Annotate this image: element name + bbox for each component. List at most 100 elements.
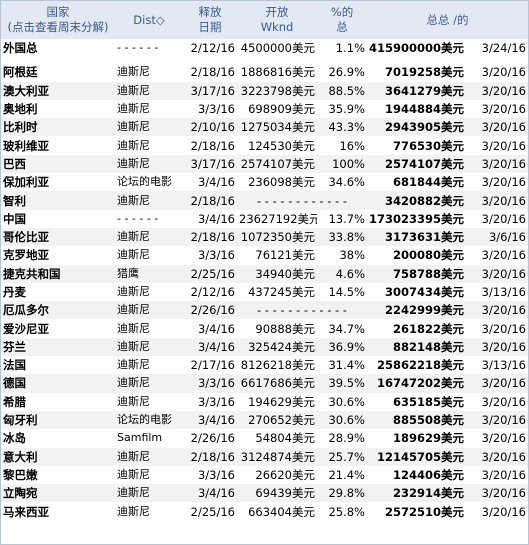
cell: 迪斯尼 — [115, 227, 183, 247]
cell: 2/25/16 — [183, 264, 237, 283]
cell: 2572510美元 — [384, 504, 464, 519]
country-link[interactable]: 爱沙尼亚 — [3, 321, 49, 336]
country-link[interactable]: 外国总 — [3, 41, 38, 56]
cell: 3/4/16 — [197, 321, 235, 336]
cell: 2/18/16 — [183, 447, 237, 466]
cell: 迪斯尼 — [115, 374, 183, 393]
cell: 69439美元 — [237, 484, 317, 503]
cell: 迪斯尼 — [115, 118, 183, 137]
header-cell[interactable]: 国家 (点击查看周末分解) — [1, 1, 115, 39]
header-text: %的 — [330, 5, 354, 19]
cell: 迪斯尼 — [117, 102, 150, 116]
country-link[interactable]: 立陶宛 — [1, 484, 115, 503]
country-link[interactable]: 德国 — [1, 374, 115, 393]
header-cell[interactable]: 总总 /的 — [367, 1, 528, 39]
cell: 2/18/16 — [183, 191, 237, 210]
cell: 76121美元 — [255, 248, 315, 263]
country-link[interactable]: 保加利亚 — [3, 175, 49, 190]
cell: 36.9% — [317, 337, 367, 357]
cell: 3/20/16 — [481, 394, 526, 409]
country-link[interactable]: 冰岛 — [3, 431, 26, 446]
data-row: 马来西亚 迪斯尼 2/25/16 663404美元 25.8% 2572510美元 3/20… — [1, 502, 528, 520]
header-cell[interactable]: Dist◇ — [115, 1, 183, 39]
cell: 16747202美元 — [367, 374, 466, 393]
country-link[interactable]: 克罗地亚 — [3, 248, 49, 263]
cell: - - - - - - — [117, 211, 159, 225]
country-link[interactable]: 阿根廷 — [3, 65, 38, 80]
data-row: 意大利 迪斯尼 2/18/16 3124874美元 25.7% 12145705美元 3/2… — [1, 447, 528, 466]
header-cell[interactable]: %的总 — [317, 1, 367, 39]
cell: 4500000美元 — [240, 41, 315, 56]
cell: 3/20/16 — [466, 81, 528, 100]
cell: 迪斯尼 — [115, 154, 183, 174]
country-link[interactable]: 法国 — [3, 358, 26, 373]
country-link[interactable]: 马来西亚 — [3, 504, 49, 519]
cell: 迪斯尼 — [117, 65, 150, 79]
spacer — [1, 57, 528, 64]
country-link[interactable]: 澳大利亚 — [1, 81, 115, 100]
data-row: 厄瓜多尔 迪斯尼 2/26/16- - - - - - - - - - - -224… — [1, 301, 528, 320]
cell: Samfilm — [117, 431, 163, 445]
cell: 3/3/16 — [197, 102, 235, 117]
cell: 88.5% — [317, 81, 367, 100]
cell: 3/20/16 — [466, 264, 528, 283]
cell: 885508美元 — [367, 410, 466, 430]
cell: 30.6% — [317, 410, 367, 430]
cell: - - - - - - - - - - - - — [237, 191, 367, 210]
cell: 3173631美元 — [367, 227, 466, 247]
data-row: 德国 迪斯尼 3/3/16 6617686美元 39.5% 16747202美元 3/20/… — [1, 374, 528, 393]
cell: 3/3/16 — [183, 374, 237, 393]
country-link[interactable]: 丹麦 — [3, 285, 26, 299]
country-link[interactable]: 厄瓜多尔 — [1, 301, 115, 320]
data-row: 哥伦比亚 迪斯尼 2/18/16 1072350美元 33.8% 3173631美元 3/6… — [1, 227, 528, 247]
cell: - - - - - - — [117, 41, 159, 55]
cell: 3/20/16 — [481, 65, 526, 80]
country-link[interactable]: 哥伦比亚 — [1, 227, 115, 247]
cell: 迪斯尼 — [115, 484, 183, 503]
cell: 200080美元 — [392, 248, 464, 263]
cell: 415900000美元 — [369, 41, 465, 56]
header-text: 国家 — [46, 5, 70, 19]
cell: 39.5% — [317, 374, 367, 393]
country-link[interactable]: 比利时 — [1, 118, 115, 137]
country-link[interactable]: 芬兰 — [1, 337, 115, 357]
cell: 3/20/16 — [466, 154, 528, 174]
header-cell[interactable]: 开放 Wknd — [237, 1, 317, 39]
spacer-cell — [1, 57, 528, 64]
cell: 2/12/16 — [190, 41, 235, 56]
cell: - - - - - - - - - - - - — [237, 301, 367, 320]
cell: 236098美元 — [248, 175, 315, 190]
cell: 迪斯尼 — [117, 504, 150, 518]
cell: 3/20/16 — [481, 504, 526, 519]
cell: 迪斯尼 — [115, 81, 183, 100]
cell: 34.6% — [328, 175, 365, 190]
cell: 2/12/16 — [190, 285, 235, 299]
country-link[interactable]: 巴西 — [1, 154, 115, 174]
country-link[interactable]: 中国 — [3, 211, 26, 226]
cell: 3/4/16 — [183, 337, 237, 357]
country-link[interactable]: 意大利 — [1, 447, 115, 466]
data-row: 爱沙尼亚 迪斯尼 3/4/16 90888美元 34.7% 261822美元 3/20/16 — [1, 319, 528, 337]
country-link[interactable]: 奥地利 — [3, 102, 38, 117]
data-row: 希腊 迪斯尼 3/3/16 194629美元 30.6% 635185美元 3/20/16 — [1, 393, 528, 411]
country-link[interactable]: 黎巴嫩 — [3, 467, 38, 482]
cell: 635185美元 — [392, 394, 464, 409]
cell: 迪斯尼 — [115, 191, 183, 210]
cell: 3/20/16 — [466, 191, 528, 210]
cell: 迪斯尼 — [117, 285, 150, 298]
cell: 100% — [317, 154, 367, 174]
cell: 3/13/16 — [481, 358, 526, 373]
country-link[interactable]: 智利 — [1, 191, 115, 210]
cell: 迪斯尼 — [117, 248, 150, 262]
cell: 3/20/16 — [466, 410, 528, 430]
country-link[interactable]: 捷克共和国 — [1, 264, 115, 283]
cell: 34940美元 — [237, 264, 317, 283]
country-link[interactable]: 玻利维亚 — [3, 138, 49, 153]
header-cell[interactable]: 释放 日期 — [183, 1, 237, 39]
country-link[interactable]: 希腊 — [3, 394, 26, 409]
cell: 3/4/16 — [183, 484, 237, 503]
data-row: 澳大利亚 迪斯尼 3/17/16 3223798美元 88.5% 3641279美元 3/2… — [1, 81, 528, 100]
country-link[interactable]: 匈牙利 — [1, 410, 115, 430]
cell: 261822美元 — [392, 321, 464, 336]
